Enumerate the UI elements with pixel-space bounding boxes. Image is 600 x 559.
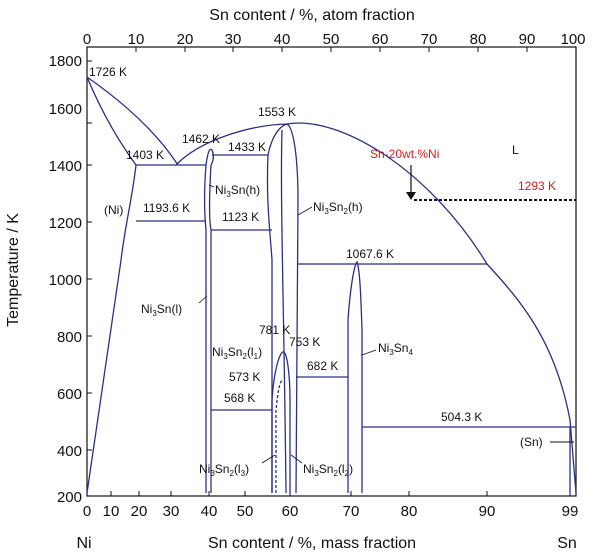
liquid-label: L <box>512 143 519 157</box>
bottom-axis: 0 10 20 30 40 50 60 70 80 90 99 Ni Sn co… <box>76 491 578 552</box>
y-tick-label: 600 <box>57 386 82 403</box>
temp-781-label: 781 K <box>259 323 290 337</box>
ni-solvus <box>86 164 137 494</box>
bottom-tick-label: 0 <box>83 503 91 520</box>
top-tick-label: 50 <box>323 31 340 48</box>
ni3sn-h-label: Ni3Sn(h) <box>215 183 260 199</box>
top-tick-label: 90 <box>519 31 536 48</box>
bottom-tick-label: 90 <box>479 503 496 520</box>
ni3sn2-h-label: Ni3Sn2(h) <box>313 200 363 216</box>
top-tick-label: 70 <box>421 31 438 48</box>
bottom-tick-label: 80 <box>401 503 418 520</box>
top-tick-label: 60 <box>372 31 389 48</box>
top-tick-label: 10 <box>128 31 145 48</box>
alloy-label: Sn-20wt.%Ni <box>370 147 439 161</box>
top-tick-label: 0 <box>83 31 91 48</box>
temp-1293-label: 1293 K <box>518 179 556 193</box>
ni3sn2-inner <box>280 129 287 494</box>
y-tick-label: 800 <box>57 329 82 346</box>
ni3sn2-low-dome <box>271 351 291 493</box>
top-axis-title: Sn content / %, atom fraction <box>209 7 414 24</box>
phase-labels: (Ni) L (Sn) Ni3Sn(h) Ni3Sn(l) Ni3Sn2(h) … <box>104 143 574 478</box>
ni3sn2-l1-label: Ni3Sn2(l1) <box>212 345 262 361</box>
ni3sn4-label: Ni3Sn4 <box>378 341 413 357</box>
temp-1462-label: 1462 K <box>182 132 220 146</box>
y-tick-label: 400 <box>57 443 82 460</box>
bottom-tick-label: 30 <box>163 503 180 520</box>
solidus-ni <box>86 76 137 166</box>
arrow-down-icon <box>406 192 416 200</box>
bottom-tick-label: 60 <box>282 503 299 520</box>
temp-753-label: 753 K <box>289 335 320 349</box>
temp-573-label: 573 K <box>229 370 260 384</box>
top-tick-label: 80 <box>470 31 487 48</box>
y-tick-label: 1200 <box>49 215 82 232</box>
y-tick-label: 1600 <box>49 101 82 118</box>
y-tick-label: 200 <box>57 489 82 506</box>
plot-frame <box>86 46 577 497</box>
temp-1726-label: 1726 K <box>89 65 127 79</box>
y-tick-label: 1400 <box>49 158 82 175</box>
ni3sn-peak <box>205 148 215 166</box>
ni3sn-l-label: Ni3Sn(l) <box>141 302 182 318</box>
top-tick-label: 30 <box>225 31 242 48</box>
ni3sn-left <box>203 164 207 493</box>
ni3sn4 <box>347 260 363 493</box>
top-axis: 0 10 20 30 40 50 60 70 80 90 100 Sn cont… <box>83 7 586 52</box>
temperature-labels: 1726 K 1553 K 1462 K 1433 K 1403 K 1193.… <box>89 65 482 424</box>
ni3sn2-l3-label: Ni3Sn2(l3) <box>199 462 249 478</box>
liquidus-mid <box>175 123 288 166</box>
alloy-annotation: Sn-20wt.%Ni 1293 K <box>370 147 576 201</box>
ni-phase-label: (Ni) <box>104 203 123 217</box>
bottom-axis-title: Sn content / %, mass fraction <box>208 535 416 552</box>
right-element-label: Sn <box>557 535 577 552</box>
temp-1553-label: 1553 K <box>258 105 296 119</box>
temp-568-label: 568 K <box>224 391 255 405</box>
ni3sn-right <box>208 164 212 493</box>
temp-1403-label: 1403 K <box>126 148 164 162</box>
bottom-tick-label: 99 <box>562 503 579 520</box>
liquidus-ni-side <box>86 76 179 166</box>
y-tick-label: 1800 <box>49 53 82 70</box>
bottom-tick-label: 70 <box>343 503 360 520</box>
ni3sn2-left <box>266 154 273 493</box>
left-axis: 1800 1600 1400 1200 1000 800 600 400 200… <box>5 53 92 506</box>
top-tick-label: 40 <box>274 31 291 48</box>
bottom-tick-label: 50 <box>237 503 254 520</box>
temp-1123-label: 1123 K <box>222 210 259 224</box>
temp-682-label: 682 K <box>307 359 338 373</box>
y-axis-title: Temperature / K <box>5 213 22 327</box>
temp-1193-label: 1193.6 K <box>143 201 190 215</box>
ni3sn2-dashed <box>275 379 284 493</box>
sn-phase-label: (Sn) <box>520 435 543 449</box>
y-tick-label: 1000 <box>49 272 82 289</box>
bottom-tick-label: 40 <box>201 503 218 520</box>
bottom-tick-label: 20 <box>131 503 148 520</box>
temp-1433-label: 1433 K <box>228 140 266 154</box>
top-tick-label: 100 <box>560 31 585 48</box>
left-element-label: Ni <box>76 535 91 552</box>
top-tick-label: 20 <box>177 31 194 48</box>
temp-504-label: 504.3 K <box>441 410 482 424</box>
temp-1067-label: 1067.6 K <box>346 247 394 261</box>
phase-boundaries <box>86 76 577 494</box>
ni3sn2-l2-label: Ni3Sn2(l2) <box>303 462 353 478</box>
bottom-tick-label: 10 <box>103 503 120 520</box>
